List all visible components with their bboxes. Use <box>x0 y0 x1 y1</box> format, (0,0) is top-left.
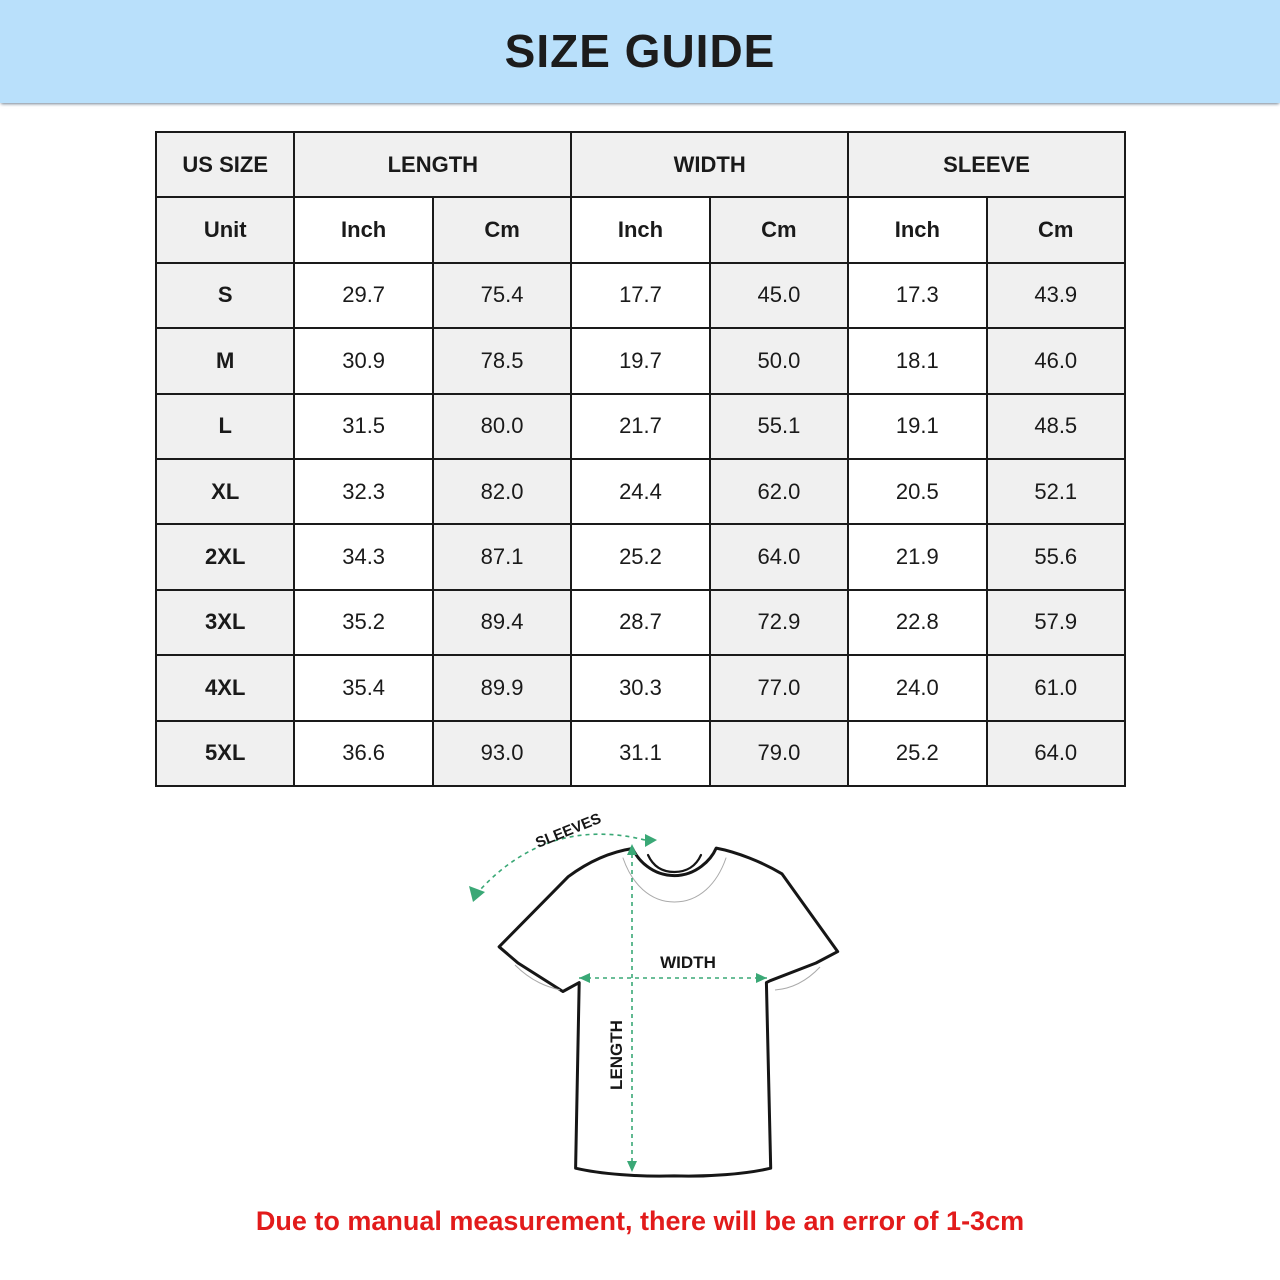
svg-text:LENGTH: LENGTH <box>607 1020 626 1090</box>
svg-text:SLEEVES: SLEEVES <box>533 810 604 852</box>
svg-text:WIDTH: WIDTH <box>660 953 716 972</box>
